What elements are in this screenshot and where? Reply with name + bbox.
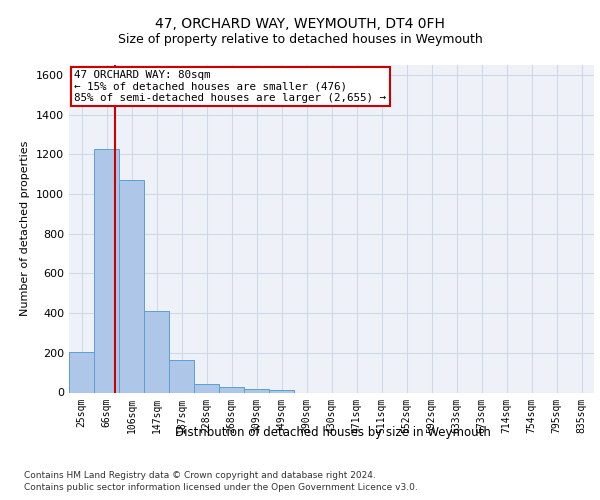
Y-axis label: Number of detached properties: Number of detached properties	[20, 141, 31, 316]
Bar	[69, 352, 94, 393]
Text: Contains HM Land Registry data © Crown copyright and database right 2024.: Contains HM Land Registry data © Crown c…	[24, 471, 376, 480]
Bar	[144, 311, 169, 392]
Text: Contains public sector information licensed under the Open Government Licence v3: Contains public sector information licen…	[24, 484, 418, 492]
Bar	[269, 390, 294, 392]
Bar	[194, 384, 219, 392]
Bar	[244, 389, 269, 392]
Text: 47, ORCHARD WAY, WEYMOUTH, DT4 0FH: 47, ORCHARD WAY, WEYMOUTH, DT4 0FH	[155, 18, 445, 32]
Bar	[169, 360, 194, 392]
Text: 47 ORCHARD WAY: 80sqm
← 15% of detached houses are smaller (476)
85% of semi-det: 47 ORCHARD WAY: 80sqm ← 15% of detached …	[74, 70, 386, 103]
Bar	[94, 150, 119, 392]
Bar	[119, 180, 144, 392]
Text: Distribution of detached houses by size in Weymouth: Distribution of detached houses by size …	[175, 426, 491, 439]
Bar	[219, 387, 244, 392]
Text: Size of property relative to detached houses in Weymouth: Size of property relative to detached ho…	[118, 32, 482, 46]
